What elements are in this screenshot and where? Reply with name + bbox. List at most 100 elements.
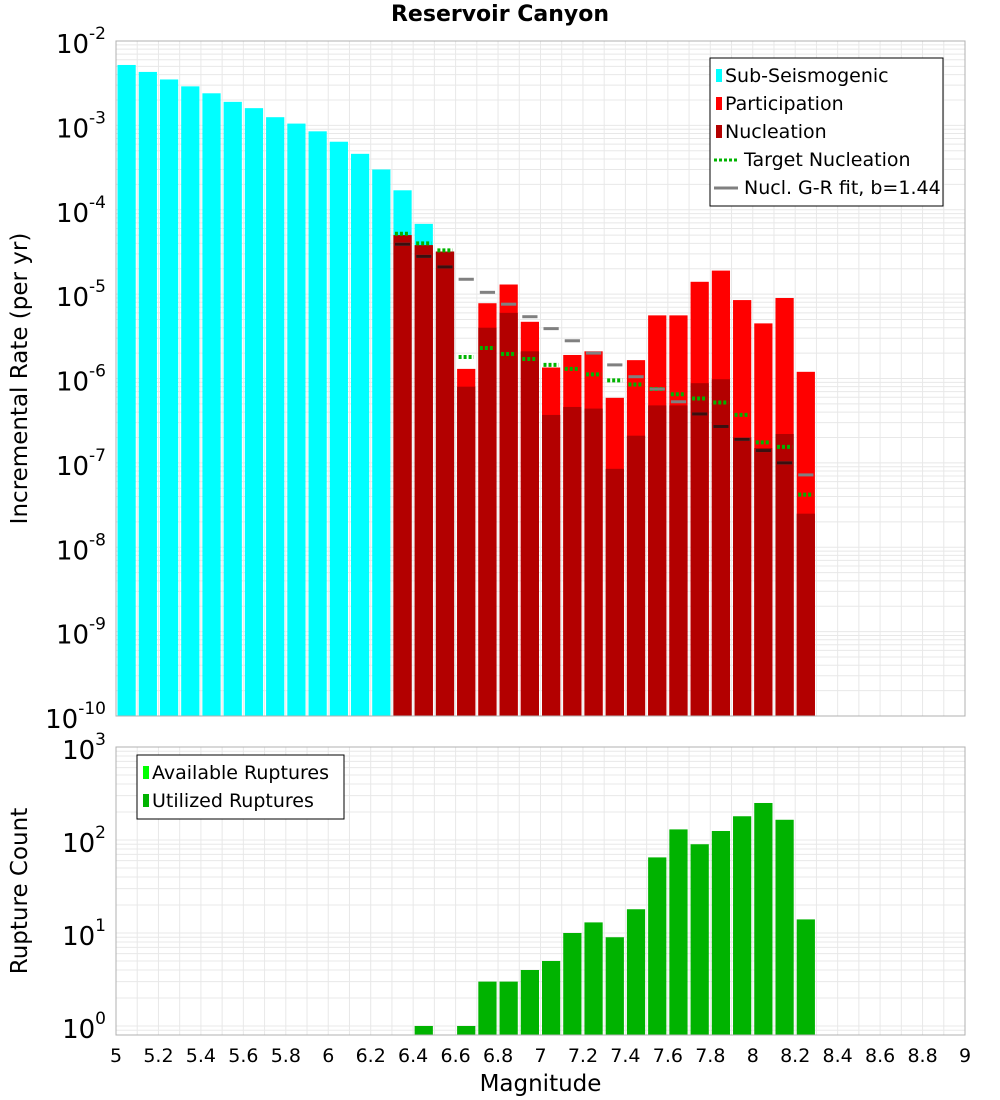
utilized-ruptures-bar bbox=[499, 981, 518, 1035]
y-tick-base: 10 bbox=[56, 30, 89, 60]
nucleation-bar bbox=[796, 513, 815, 716]
utilized-ruptures-bar bbox=[796, 919, 815, 1035]
y-axis-label: Rupture Count bbox=[7, 808, 33, 974]
utilized-ruptures-bar bbox=[754, 802, 773, 1035]
sub-seismogenic-bar bbox=[372, 169, 391, 716]
x-tick-label: 6.8 bbox=[483, 1045, 513, 1067]
plot-frame bbox=[115, 40, 966, 717]
legend-swatch bbox=[716, 69, 722, 82]
top-chart: 10-210-310-410-510-610-710-810-910-10Inc… bbox=[7, 24, 966, 735]
utilized-ruptures-bar bbox=[775, 819, 794, 1035]
sub-seismogenic-bar bbox=[117, 64, 136, 716]
legend-swatch bbox=[716, 97, 722, 110]
sub-seismogenic-bar bbox=[202, 93, 221, 716]
utilized-ruptures-bar bbox=[478, 981, 497, 1035]
utilized-ruptures-bar bbox=[520, 969, 539, 1035]
utilized-ruptures-bar bbox=[457, 1025, 476, 1035]
x-tick-label: 9 bbox=[959, 1045, 971, 1067]
y-tick-label: 10-8 bbox=[56, 530, 106, 566]
nucleation-bar bbox=[626, 435, 646, 716]
x-tick-label: 6.6 bbox=[440, 1045, 470, 1067]
x-tick-label: 6.4 bbox=[398, 1045, 428, 1067]
utilized-ruptures-bar bbox=[563, 932, 582, 1035]
y-tick-base: 10 bbox=[62, 736, 95, 766]
y-tick-base: 10 bbox=[56, 536, 89, 566]
y-tick-base: 10 bbox=[56, 199, 89, 229]
nucleation-bar bbox=[414, 245, 433, 717]
y-tick-exponent: -2 bbox=[89, 24, 106, 44]
y-tick-exponent: 2 bbox=[95, 823, 106, 843]
x-tick-label: 5.8 bbox=[271, 1045, 301, 1067]
y-tick-base: 10 bbox=[56, 114, 89, 144]
sub-seismogenic-bar bbox=[350, 153, 370, 716]
sub-seismogenic-bar bbox=[329, 141, 348, 716]
y-tick-base: 10 bbox=[62, 1015, 95, 1045]
y-tick-base: 10 bbox=[62, 922, 95, 952]
nucleation-bar bbox=[605, 468, 624, 716]
legend-swatch bbox=[143, 766, 149, 779]
x-tick-label: 7.4 bbox=[610, 1045, 640, 1067]
legend-box bbox=[136, 754, 345, 820]
utilized-ruptures-bar bbox=[584, 922, 603, 1035]
y-tick-label: 10-10 bbox=[45, 699, 106, 735]
nucleation-bar bbox=[584, 408, 603, 716]
sub-seismogenic-bar bbox=[266, 117, 285, 716]
nucleation-bar bbox=[648, 405, 667, 716]
y-tick-base: 10 bbox=[56, 621, 89, 651]
nucleation-bar bbox=[733, 437, 752, 716]
nucleation-bar bbox=[754, 448, 773, 716]
bars bbox=[117, 64, 815, 717]
y-tick-label: 100 bbox=[62, 1009, 106, 1045]
utilized-ruptures-bar bbox=[542, 960, 561, 1035]
legend-label: Available Ruptures bbox=[152, 762, 329, 784]
y-tick-base: 10 bbox=[62, 829, 95, 859]
y-tick-exponent: -3 bbox=[89, 108, 106, 128]
x-tick-label: 5 bbox=[110, 1045, 122, 1067]
nucleation-bar bbox=[711, 379, 731, 716]
y-tick-label: 10-9 bbox=[56, 615, 106, 651]
x-tick-label: 7.6 bbox=[653, 1045, 683, 1067]
legend-label: Target Nucleation bbox=[743, 149, 911, 171]
sub-seismogenic-bar bbox=[287, 123, 306, 716]
y-tick-label: 10-2 bbox=[56, 24, 106, 60]
nucleation-bar bbox=[393, 235, 412, 716]
y-axis-label: Incremental Rate (per yr) bbox=[7, 233, 33, 525]
utilized-ruptures-bar bbox=[711, 830, 731, 1035]
x-tick-label: 7.2 bbox=[568, 1045, 598, 1067]
y-tick-label: 10-5 bbox=[56, 277, 106, 313]
y-tick-label: 10-3 bbox=[56, 108, 106, 144]
nucleation-bar bbox=[457, 386, 476, 716]
legend-swatch bbox=[143, 794, 149, 807]
x-tick-label: 6 bbox=[322, 1045, 334, 1067]
sub-seismogenic-bar bbox=[223, 101, 242, 716]
y-tick-exponent: -7 bbox=[89, 446, 106, 466]
x-tick-label: 5.2 bbox=[143, 1045, 173, 1067]
x-tick-label: 8.4 bbox=[823, 1045, 853, 1067]
x-tick-label: 6.2 bbox=[356, 1045, 386, 1067]
nucleation-bar bbox=[775, 433, 794, 716]
x-tick-label: 7 bbox=[534, 1045, 546, 1067]
y-tick-label: 102 bbox=[62, 823, 106, 859]
y-tick-exponent: -8 bbox=[89, 530, 106, 550]
nucleation-bar bbox=[499, 312, 518, 716]
y-tick-exponent: -9 bbox=[89, 615, 106, 635]
utilized-ruptures-bar bbox=[414, 1025, 433, 1035]
x-axis-label: Magnitude bbox=[480, 1071, 602, 1097]
plot-frame bbox=[115, 746, 966, 1036]
nucleation-bar bbox=[435, 251, 455, 716]
legend-swatch bbox=[716, 125, 722, 138]
x-tick-label: 8 bbox=[747, 1045, 759, 1067]
y-tick-exponent: -4 bbox=[89, 193, 106, 213]
legend-box bbox=[709, 57, 944, 207]
y-tick-exponent: 1 bbox=[95, 916, 106, 936]
x-tick-label: 8.6 bbox=[865, 1045, 895, 1067]
y-tick-label: 10-4 bbox=[56, 193, 106, 229]
legend-label: Nucleation bbox=[725, 121, 827, 143]
nucleation-bar bbox=[563, 406, 582, 716]
y-tick-base: 10 bbox=[56, 368, 89, 398]
y-tick-exponent: -5 bbox=[89, 277, 106, 297]
sub-seismogenic-bar bbox=[159, 79, 179, 717]
utilized-ruptures-bar bbox=[690, 844, 709, 1035]
y-tick-label: 101 bbox=[62, 916, 106, 952]
x-tick-label: 8.8 bbox=[907, 1045, 937, 1067]
